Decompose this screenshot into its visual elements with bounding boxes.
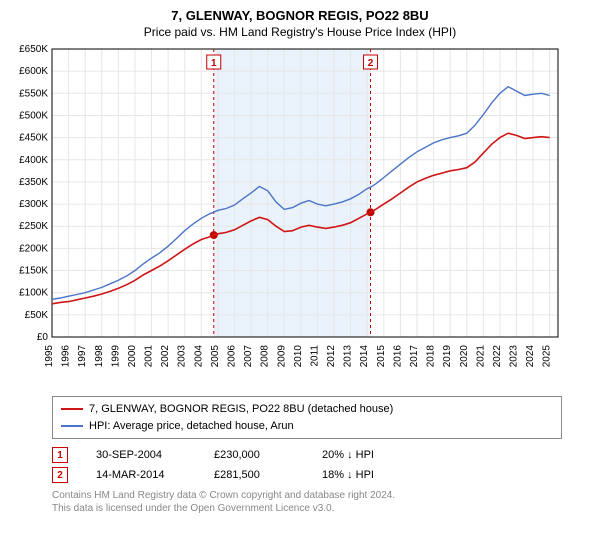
svg-text:2007: 2007 [243,345,254,368]
svg-text:2019: 2019 [442,345,453,368]
chart-area: £0 £50K £100K £150K £200K £250K £300K £350K £400… [8,45,592,390]
svg-text:2017: 2017 [409,345,420,368]
footer-line-2: This data is licensed under the Open Gov… [52,502,562,515]
svg-text:2005: 2005 [210,345,221,368]
svg-text:2011: 2011 [309,345,320,367]
sale-price: £281,500 [214,469,294,481]
svg-text:1996: 1996 [61,345,72,368]
sale-row: 2 14-MAR-2014 £281,500 18% ↓ HPI [52,465,562,485]
svg-text:1: 1 [211,58,217,69]
svg-text:£400K: £400K [19,155,48,166]
svg-text:£450K: £450K [19,133,48,144]
legend-row-hpi: HPI: Average price, detached house, Arun [61,418,553,435]
footer-text: Contains HM Land Registry data © Crown c… [52,489,562,515]
svg-text:£200K: £200K [19,243,48,254]
svg-text:2012: 2012 [326,345,337,368]
svg-text:2: 2 [368,58,374,69]
svg-text:£250K: £250K [19,221,48,232]
page-subtitle: Price paid vs. HM Land Registry's House … [8,25,592,39]
svg-text:1995: 1995 [44,345,55,368]
svg-text:2015: 2015 [376,345,387,368]
svg-text:2000: 2000 [127,345,138,368]
sale-date: 30-SEP-2004 [96,449,186,461]
sale-delta: 20% ↓ HPI [322,449,402,461]
svg-text:1997: 1997 [77,345,88,368]
svg-text:2020: 2020 [459,345,470,368]
svg-text:2016: 2016 [392,345,403,368]
svg-text:2014: 2014 [359,345,370,368]
svg-text:£50K: £50K [25,310,49,321]
svg-text:£0: £0 [37,332,49,343]
sale-marker-1: 1 [52,447,68,463]
svg-text:£100K: £100K [19,288,48,299]
sale-price: £230,000 [214,449,294,461]
svg-text:£350K: £350K [19,177,48,188]
svg-text:2010: 2010 [293,345,304,368]
svg-text:2001: 2001 [144,345,155,368]
main-container: 7, GLENWAY, BOGNOR REGIS, PO22 8BU Price… [0,0,600,523]
svg-text:2003: 2003 [177,345,188,368]
svg-text:£550K: £550K [19,88,48,99]
sale-date: 14-MAR-2014 [96,469,186,481]
sale-marker-2: 2 [52,467,68,483]
sale-delta: 18% ↓ HPI [322,469,402,481]
svg-text:£600K: £600K [19,66,48,77]
svg-text:2018: 2018 [426,345,437,368]
svg-text:£300K: £300K [19,199,48,210]
svg-text:2024: 2024 [525,345,536,368]
svg-text:£650K: £650K [19,45,48,55]
svg-text:2013: 2013 [343,345,354,368]
svg-text:2021: 2021 [475,345,486,368]
legend-swatch-property [61,408,83,410]
svg-text:£150K: £150K [19,266,48,277]
sale-row: 1 30-SEP-2004 £230,000 20% ↓ HPI [52,445,562,465]
svg-text:2025: 2025 [542,345,553,368]
legend-row-property: 7, GLENWAY, BOGNOR REGIS, PO22 8BU (deta… [61,401,553,418]
page-title: 7, GLENWAY, BOGNOR REGIS, PO22 8BU [8,8,592,23]
footer-line-1: Contains HM Land Registry data © Crown c… [52,489,562,502]
svg-text:2002: 2002 [160,345,171,368]
sales-table: 1 30-SEP-2004 £230,000 20% ↓ HPI 2 14-MA… [52,445,562,485]
svg-text:2006: 2006 [226,345,237,368]
svg-text:2004: 2004 [193,345,204,368]
legend: 7, GLENWAY, BOGNOR REGIS, PO22 8BU (deta… [52,396,562,439]
svg-text:2008: 2008 [260,345,271,368]
svg-text:1999: 1999 [110,345,121,368]
legend-label-property: 7, GLENWAY, BOGNOR REGIS, PO22 8BU (deta… [89,401,393,418]
svg-text:1998: 1998 [94,345,105,368]
svg-text:2022: 2022 [492,345,503,368]
legend-swatch-hpi [61,425,83,427]
svg-text:£500K: £500K [19,110,48,121]
legend-label-hpi: HPI: Average price, detached house, Arun [89,418,294,435]
svg-text:2023: 2023 [509,345,520,368]
svg-text:2009: 2009 [276,345,287,368]
line-chart: £0 £50K £100K £150K £200K £250K £300K £350K £400… [8,45,568,385]
